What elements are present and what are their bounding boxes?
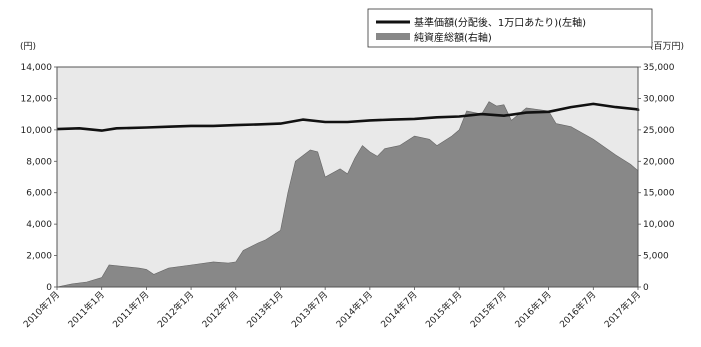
left-tick-label: 6,000: [26, 189, 52, 199]
nav-line-layer: [56, 102, 640, 132]
x-tick-label: 2014年7月: [378, 289, 419, 330]
left-tick-label: 2,000: [26, 252, 52, 262]
legend-net-assets-swatch: [376, 33, 410, 40]
left-tick-label: 12,000: [21, 94, 53, 104]
x-tick-label: 2015年7月: [468, 289, 509, 330]
right-tick-label: 20,000: [643, 157, 675, 167]
left-axis: 0 2,000 4,000 6,000 8,000 10,000 12,000 14,000: [21, 63, 57, 293]
left-tick-label: 10,000: [21, 126, 53, 136]
net-assets-area-layer: [56, 101, 639, 288]
x-axis: 2010年7月 2011年1月 2011年7月 2012年1月 2012年7月 2013年…: [21, 287, 643, 330]
left-tick-label: 4,000: [26, 220, 52, 230]
x-tick-label: 2013年7月: [289, 289, 330, 330]
x-tick-label: 2011年7月: [110, 289, 151, 330]
right-axis: 0 5,000 10,000 15,000 20,000 25,000 30,000 35,0…: [638, 63, 675, 293]
x-tick-label: 2016年7月: [557, 289, 598, 330]
nav-line: [56, 102, 640, 132]
legend-box: [367, 8, 653, 48]
right-tick-label: 15,000: [643, 189, 675, 199]
legend-net-assets-label: 純資産総額(右軸): [414, 31, 492, 44]
x-tick-label: 2010年7月: [21, 289, 62, 330]
right-tick-label: 0: [643, 283, 649, 293]
net-assets-area: [56, 101, 639, 288]
x-tick-label: 2017年1月: [602, 289, 643, 330]
right-tick-label: 5,000: [643, 252, 669, 262]
x-tick-label: 2012年7月: [199, 289, 240, 330]
right-axis-unit: (百万円): [650, 41, 684, 52]
plot-frame: [56, 66, 639, 288]
x-tick-label: 2016年1月: [512, 289, 553, 330]
left-tick-label: 0: [46, 283, 52, 293]
legend: 基準価額(分配後、1万口あたり)(左軸) 純資産総額(右軸): [367, 8, 653, 48]
left-tick-label: 14,000: [21, 63, 53, 73]
x-tick-label: 2015年1月: [423, 289, 464, 330]
right-tick-label: 25,000: [643, 126, 675, 136]
legend-nav-label: 基準価額(分配後、1万口あたり)(左軸): [414, 16, 586, 29]
right-tick-label: 35,000: [643, 63, 675, 73]
x-tick-label: 2013年1月: [244, 289, 285, 330]
left-tick-label: 8,000: [26, 157, 52, 167]
right-tick-label: 30,000: [643, 94, 675, 104]
x-tick-label: 2011年1月: [65, 289, 106, 330]
x-tick-label: 2012年1月: [155, 289, 196, 330]
left-axis-unit: (円): [20, 41, 36, 52]
right-tick-label: 10,000: [643, 220, 675, 230]
x-tick-label: 2014年1月: [334, 289, 375, 330]
